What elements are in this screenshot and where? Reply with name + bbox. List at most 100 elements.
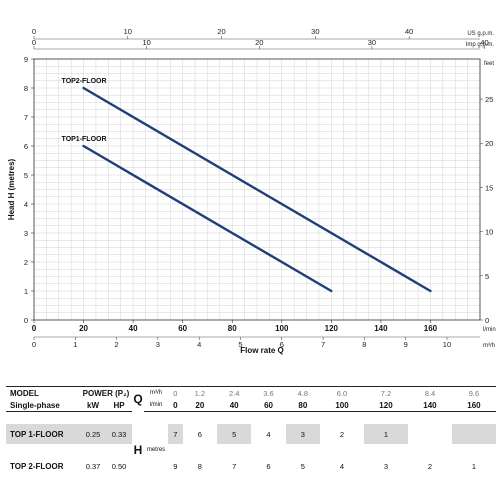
m3h-tick-label: 0 [32, 340, 36, 349]
feet-tick-label: 5 [485, 272, 489, 281]
y-tick-label: 8 [24, 84, 28, 93]
q-lmin-cell: 20 [182, 399, 217, 412]
q-m3h-cell: 9.6 [451, 386, 496, 399]
x-tick-label: 140 [374, 324, 388, 333]
q-m3h-cell: 7.2 [364, 386, 408, 399]
feet-tick-label: 15 [485, 183, 493, 192]
imp-gpm-tick-label: 20 [255, 38, 263, 47]
table-row-kw: 0.25 [80, 424, 106, 444]
y-tick-label: 5 [24, 171, 28, 180]
head-cell: 7 [168, 424, 183, 444]
table-row-hp: 0.33 [106, 424, 132, 444]
m3h-tick-label: 4 [197, 340, 201, 349]
feet-tick-label: 0 [485, 316, 489, 325]
h-letter: H [133, 443, 143, 457]
head-cell: 1 [471, 461, 477, 471]
imp-gpm-tick-label: 40 [480, 38, 488, 47]
q-m3h-cell: 4.8 [285, 386, 321, 399]
kw-header: kW [80, 399, 106, 412]
series-label: TOP2-FLOOR [62, 78, 107, 85]
q-lmin-cell: 100 [320, 399, 364, 412]
us-gpm-unit: US g.p.m. [467, 31, 494, 37]
head-cell: 1 [364, 424, 408, 444]
series-line [82, 86, 432, 293]
table-row-kw: 0.37 [85, 461, 101, 471]
series-line [82, 144, 333, 293]
head-cell: 4 [339, 461, 345, 471]
q-m3h-cell: 8.4 [407, 386, 452, 399]
h-label: H [132, 424, 144, 476]
power-header: POWER (P₂) [80, 386, 132, 399]
q-lmin-cell: 40 [217, 399, 252, 412]
q-lmin-cell: 120 [364, 399, 408, 412]
m3h-tick-label: 1 [73, 340, 77, 349]
us-gpm-tick-label: 40 [405, 27, 413, 36]
y-axis-title: Head H (metres) [7, 158, 16, 220]
x-tick-label: 60 [178, 324, 187, 333]
x-tick-label: 20 [79, 324, 88, 333]
y-tick-label: 0 [24, 316, 28, 325]
y-tick-label: 4 [24, 200, 28, 209]
imp-gpm-tick-label: 0 [32, 38, 36, 47]
head-cell: 8 [197, 461, 202, 471]
head-cell: 6 [266, 461, 271, 471]
head-cell: 5 [300, 461, 305, 471]
x-unit-lmin: l/min [483, 327, 496, 333]
plot-frame [33, 58, 481, 321]
model-header: MODEL [6, 386, 80, 399]
m3h-tick-label: 8 [362, 340, 366, 349]
x-tick-label: 40 [129, 324, 138, 333]
head-cell: 3 [285, 424, 321, 444]
q-m3h-cell: 1.2 [182, 386, 217, 399]
head-cell: 2 [339, 429, 345, 439]
y-tick-label: 3 [24, 229, 28, 238]
q-lmin-cell: 0 [168, 399, 183, 412]
m3h-tick-label: 3 [156, 340, 160, 349]
feet-tick-label: 20 [485, 139, 493, 148]
q-m3h-cell: 2.4 [217, 386, 252, 399]
q-lmin-cell: 160 [451, 399, 496, 412]
us-gpm-tick-label: 20 [217, 27, 225, 36]
head-cell: 7 [232, 461, 237, 471]
x-tick-label: 100 [275, 324, 289, 333]
q-lmin-cell: 80 [285, 399, 321, 412]
table-row-model: TOP 2-FLOOR [10, 461, 64, 471]
q-m3h-cell: 6.0 [320, 386, 364, 399]
us-gpm-tick-label: 30 [311, 27, 319, 36]
right-axis-unit: feet [484, 61, 494, 67]
y-tick-label: 6 [24, 142, 28, 151]
x-axis-title: Flow rate Q [240, 346, 284, 355]
m3h-tick-label: 5 [238, 340, 242, 349]
x-tick-label: 80 [228, 324, 237, 333]
m3h-tick-label: 2 [115, 340, 119, 349]
x-tick-label: 120 [325, 324, 339, 333]
y-tick-label: 9 [24, 55, 28, 64]
m3h-tick-label: 9 [404, 340, 408, 349]
head-cell: 4 [266, 429, 271, 439]
q-lmin-cell: 60 [251, 399, 286, 412]
head-cell: 2 [427, 461, 433, 471]
y-tick-label: 1 [24, 287, 28, 296]
table-row-hp: 0.50 [111, 461, 127, 471]
series-label: TOP1-FLOOR [62, 136, 107, 143]
imp-gpm-tick-label: 10 [142, 38, 150, 47]
us-gpm-tick-label: 0 [32, 27, 36, 36]
head-cell [408, 424, 452, 444]
m3h-tick-label: 7 [321, 340, 325, 349]
x-tick-label: 160 [424, 324, 438, 333]
performance-table: MODEL POWER (P₂) Q m³/h 0 1.2 2.4 3.6 4.… [6, 386, 496, 476]
q-unit-m3h: m³/h [144, 386, 168, 399]
feet-tick-label: 25 [485, 95, 493, 104]
y-tick-label: 7 [24, 113, 28, 122]
us-gpm-tick-label: 10 [124, 27, 132, 36]
head-cell: 9 [173, 461, 178, 471]
q-m3h-cell: 3.6 [251, 386, 286, 399]
head-cell: 3 [383, 461, 389, 471]
m3h-tick-label: 6 [280, 340, 284, 349]
q-lmin-cell: 140 [407, 399, 452, 412]
head-cell: 5 [217, 424, 252, 444]
q-label: Q [132, 386, 144, 412]
single-phase-header: Single-phase [6, 399, 80, 412]
head-cell: 6 [197, 429, 202, 439]
